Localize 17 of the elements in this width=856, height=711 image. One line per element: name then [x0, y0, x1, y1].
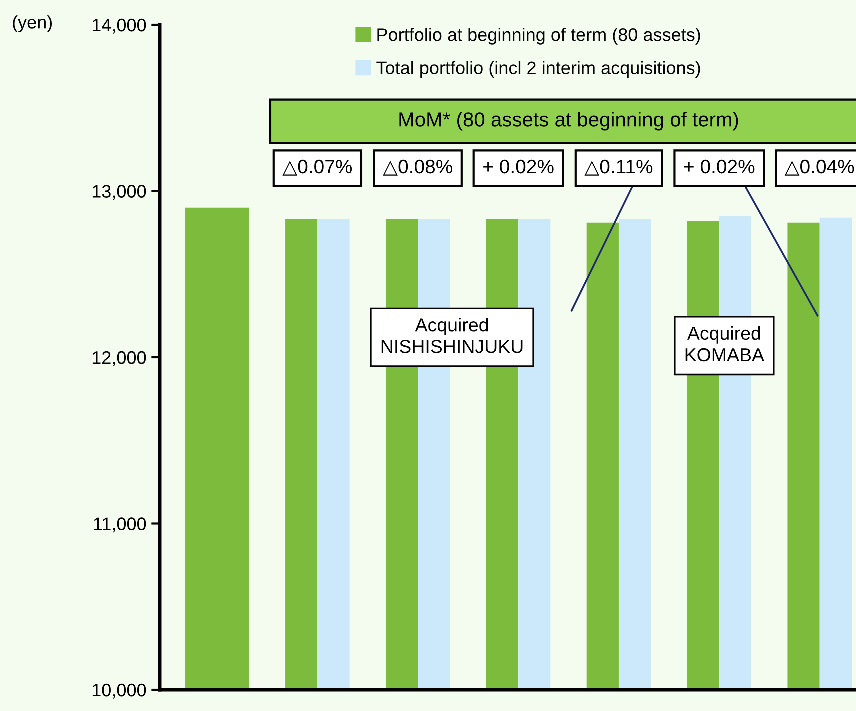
- annotation: △0.11%: [584, 160, 653, 176]
- y-tick-label: 10,000: [92, 684, 146, 699]
- annotation: Acquired KOMABA: [686, 326, 765, 362]
- annotation: + 0.02%: [684, 160, 755, 174]
- annotation: + 0.02%: [484, 160, 554, 174]
- annotation: △0.07%: [282, 160, 352, 176]
- y-tick-label: 12,000: [92, 351, 146, 366]
- y-tick-label: 11,000: [94, 518, 146, 533]
- legend-label: Portfolio at beginning of term (80 assets): [378, 28, 700, 45]
- y-tick-label: 14,000: [92, 18, 146, 34]
- annotation: MoM* (80 assets at beginning of term): [400, 112, 738, 131]
- y-tick-label: 13,000: [92, 185, 146, 200]
- legend-label: Total portfolio (incl 2 interim acquisitions): [376, 61, 700, 78]
- y-axis-title: (yen): [13, 16, 52, 32]
- annotation: △0.04%: [784, 160, 854, 176]
- annotation: △0.08%: [383, 160, 452, 176]
- annotation: Acquired NISHISHINJUKU: [382, 318, 523, 354]
